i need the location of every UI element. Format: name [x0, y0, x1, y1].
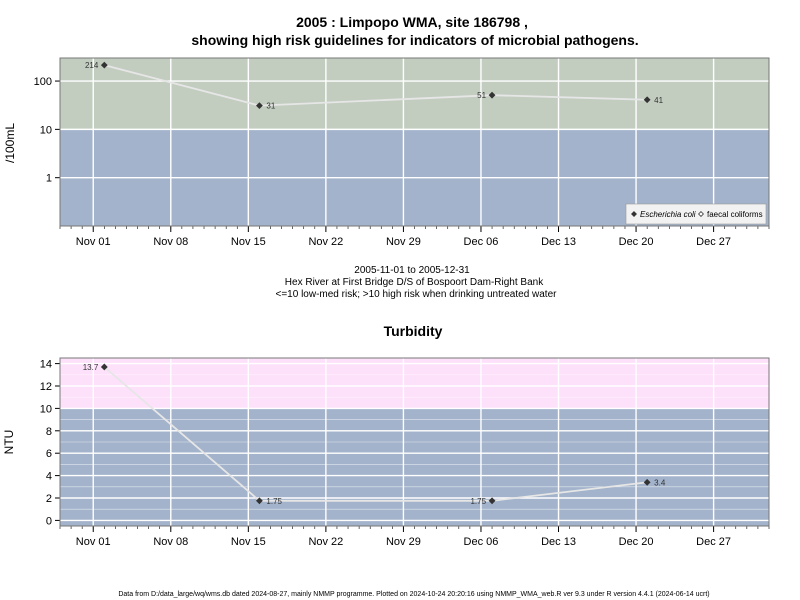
chart1-legend-box	[625, 203, 767, 225]
chart2-data-point	[256, 497, 263, 505]
chart1-y-axis-label: /100mL	[3, 123, 17, 163]
chart1-data-label: 31	[266, 102, 275, 111]
chart2-x-tick-label: Nov 08	[153, 536, 188, 548]
chart1-panel: 1 10 100 Nov 01 Nov 08 Nov 15 Nov 22 Nov 29 Dec …	[34, 57, 770, 248]
chart1-title-line1: 2005 : Limpopo WMA, site 186798 ,	[296, 14, 528, 30]
chart1-y-tick-label: 1	[46, 173, 52, 185]
chart2-y-tick-label: 12	[40, 381, 52, 393]
chart2-title: Turbidity	[384, 323, 443, 339]
chart1-legend-marker-0	[631, 211, 637, 217]
chart2-data-point	[100, 363, 108, 371]
chart1-x-tick-label: Nov 22	[308, 236, 343, 248]
chart2-data-label: 1.75	[470, 497, 486, 506]
chart2-panel: 0 2 4 6 8 10 12 14 Nov 01 Nov 08 Nov 15 Nov 22 Nov 2…	[40, 357, 770, 548]
chart1-plot-frame	[59, 57, 770, 227]
chart2-x-tick-label: Dec 06	[464, 536, 499, 548]
chart1-data-point	[643, 96, 651, 104]
chart1-y-tick-label: 100	[34, 76, 52, 88]
chart1-x-tick-label: Dec 20	[619, 236, 654, 248]
chart1-legend-label-1: faecal coliforms	[707, 210, 763, 219]
chart1-data-label: 41	[654, 96, 663, 105]
chart1-risk-note: <=10 low-med risk; >10 high risk when dr…	[276, 289, 558, 300]
chart2-x-tick-label: Dec 27	[696, 536, 731, 548]
chart1-data-label: 214	[85, 61, 99, 70]
chart2-y-tick-label: 2	[46, 493, 52, 505]
chart2-data-point	[643, 478, 651, 486]
chart2-y-tick-label: 14	[40, 359, 52, 371]
chart2-y-tick-label: 10	[40, 403, 52, 415]
chart1-x-tick-label: Nov 01	[76, 236, 111, 248]
chart1-x-tick-label: Dec 13	[541, 236, 576, 248]
chart1-site-description: Hex River at First Bridge D/S of Bospoor…	[285, 277, 544, 288]
chart1-data-point	[256, 102, 263, 110]
chart2-y-tick-label: 6	[46, 448, 52, 460]
chart1-legend-marker-1	[698, 211, 704, 217]
chart1-data-point	[488, 91, 496, 99]
chart2-y-tick-label: 0	[46, 515, 52, 527]
chart2-y-axis-label: NTU	[2, 430, 16, 455]
chart2-data-label: 3.4	[654, 478, 666, 487]
footer-note: Data from D:/data_large/wq/wms.db dated …	[118, 591, 709, 598]
chart2-zone-1	[60, 358, 769, 409]
chart1-title-line2: showing high risk guidelines for indicat…	[191, 32, 638, 48]
chart2-x-tick-label: Nov 29	[386, 536, 421, 548]
chart1-series-line	[104, 64, 648, 107]
chart1-x-tick-label: Dec 06	[464, 236, 499, 248]
chart2-zone-0	[60, 408, 769, 526]
chart1-x-tick-label: Nov 29	[386, 236, 421, 248]
chart2-series-line	[103, 366, 648, 502]
chart1-x-tick-label: Nov 15	[231, 236, 266, 248]
chart2-plot-frame	[59, 357, 770, 527]
chart2-y-tick-label: 4	[46, 471, 52, 483]
chart2-x-tick-label: Nov 15	[231, 536, 266, 548]
chart2-data-point	[488, 497, 496, 505]
chart2-y-tick-label: 8	[46, 426, 52, 438]
chart1-y-tick-label: 10	[40, 124, 52, 136]
chart2-data-label: 1.75	[266, 497, 282, 506]
chart1-x-tick-label: Dec 27	[696, 236, 731, 248]
chart1-zone-1	[60, 58, 769, 130]
chart1-data-point	[100, 61, 108, 69]
chart1-data-label: 51	[477, 91, 486, 100]
chart1-date-range: 2005-11-01 to 2005-12-31	[354, 265, 470, 276]
chart2-x-tick-label: Nov 01	[76, 536, 111, 548]
chart2-data-label: 13.7	[83, 363, 99, 372]
chart2-x-tick-label: Nov 22	[308, 536, 343, 548]
chart1-legend: Escherichia coli faecal coliforms	[625, 203, 767, 225]
chart1-x-tick-label: Nov 08	[153, 236, 188, 248]
chart1-legend-label-0: Escherichia coli	[640, 210, 696, 219]
chart2-x-tick-label: Dec 20	[619, 536, 654, 548]
chart2-x-tick-label: Dec 13	[541, 536, 576, 548]
